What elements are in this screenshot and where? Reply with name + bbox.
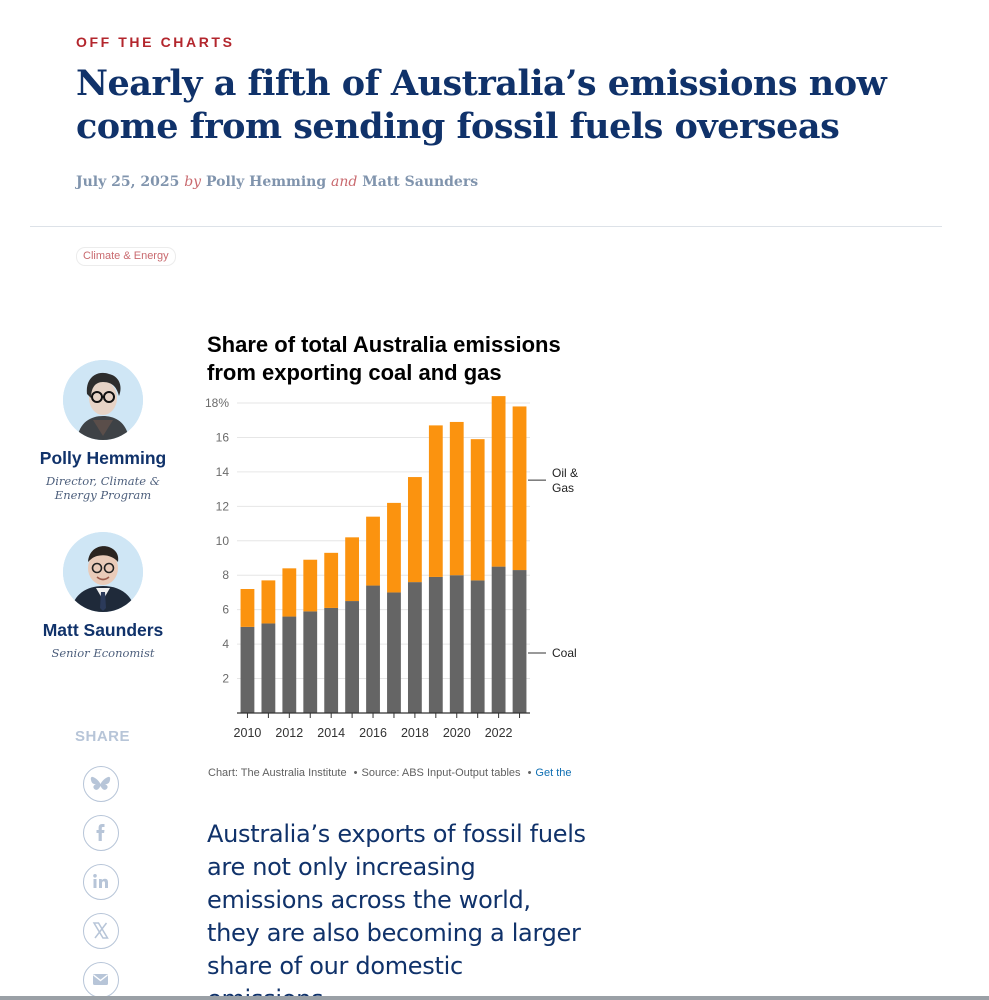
header-divider [30, 226, 942, 227]
series-label: Gas [552, 481, 574, 495]
bar-coal [261, 623, 276, 713]
chart-source-separator: • [353, 767, 358, 779]
bar-oil-gas [491, 396, 506, 567]
x-tick-label: 2014 [317, 726, 345, 740]
x-tick-label: 2020 [443, 726, 471, 740]
person-portrait-icon [63, 360, 143, 440]
viewport-bottom-edge [0, 996, 989, 1000]
bar-coal [282, 616, 297, 713]
chart-source-separator: • [527, 767, 532, 779]
bar-oil-gas [470, 439, 485, 581]
y-tick-label: 16 [216, 430, 230, 444]
x-tick-label: 2010 [234, 726, 262, 740]
bar-coal [512, 570, 527, 713]
byline-author-link[interactable]: Matt Saunders [362, 174, 479, 190]
chart-axes [237, 712, 530, 718]
bar-oil-gas [366, 516, 380, 586]
byline-by: by [184, 174, 202, 190]
author-card[interactable]: Matt Saunders Senior Economist [24, 532, 182, 660]
bar-oil-gas [449, 421, 464, 576]
y-tick-label: 10 [216, 534, 230, 548]
bar-oil-gas [407, 477, 422, 583]
bar-oil-gas [324, 552, 339, 608]
kicker-label: OFF THE CHARTS [76, 34, 235, 50]
get-the-data-link[interactable]: Get the [535, 767, 572, 779]
person-portrait-icon [63, 532, 143, 612]
y-tick-label: 6 [222, 603, 229, 617]
x-tick-label: 2022 [485, 726, 513, 740]
stacked-bar-chart: 2 4 6 8 10 12 14 16 18% 2010 2012 2014 2016 2018 2020 2… [205, 396, 578, 740]
article-headline: Nearly a fifth of Australia’s emissions … [76, 63, 887, 147]
article-paragraph: Australia’s exports of fossil fuels are … [207, 820, 586, 1000]
bar-coal [303, 611, 318, 713]
bar-oil-gas [345, 537, 360, 602]
author-card[interactable]: Polly Hemming Director, Climate & Energy… [24, 360, 182, 502]
author-name[interactable]: Polly Hemming [39, 448, 167, 468]
bar-oil-gas [240, 589, 255, 627]
linkedin-icon [93, 874, 108, 888]
y-tick-label: 18% [205, 396, 229, 410]
bar-coal [428, 576, 443, 713]
author-role: Senior Economist [51, 646, 155, 660]
bar-oil-gas [387, 502, 401, 593]
bar-oil-gas [303, 559, 318, 612]
linkedin-share-button[interactable] [83, 864, 119, 900]
facebook-share-button[interactable] [83, 815, 119, 851]
byline: July 25, 2025 by Polly Hemming and Matt … [76, 174, 478, 190]
chart-gridlines [237, 402, 530, 680]
facebook-icon [96, 824, 105, 841]
y-tick-label: 8 [222, 568, 229, 582]
x-icon [92, 922, 109, 939]
chart-labels: 2 4 6 8 10 12 14 16 18% 2010 2012 2014 2016 2018 2020 2… [205, 396, 578, 740]
bar-coal [240, 626, 255, 713]
bar-oil-gas [261, 580, 276, 624]
series-label: Oil & [552, 466, 578, 480]
chart-title: Share of total Australia emissions from … [207, 332, 561, 385]
y-tick-label: 14 [216, 465, 230, 479]
byline-and: and [331, 174, 358, 190]
chart-credit: Chart: The Australia Institute [208, 767, 347, 779]
chart-source-text: Source: ABS Input-Output tables [361, 767, 521, 779]
bar-oil-gas [512, 406, 527, 571]
email-icon [93, 974, 108, 985]
series-label: Coal [552, 646, 577, 660]
y-tick-label: 12 [216, 499, 230, 513]
y-tick-label: 4 [222, 637, 229, 651]
x-tick-label: 2018 [401, 726, 429, 740]
share-label: SHARE [75, 728, 131, 745]
x-tick-label: 2016 [359, 726, 387, 740]
byline-author-link[interactable]: Polly Hemming [205, 174, 327, 190]
bar-coal [449, 575, 464, 713]
publish-date: July 25, 2025 [76, 174, 180, 190]
bar-oil-gas [428, 425, 443, 577]
author-name[interactable]: Matt Saunders [42, 620, 164, 640]
bar-coal [470, 580, 485, 713]
bar-coal [491, 566, 506, 713]
author-avatar[interactable] [63, 360, 143, 440]
bluesky-share-button[interactable] [83, 766, 119, 802]
author-avatar[interactable] [63, 532, 143, 612]
bar-coal [324, 607, 339, 713]
x-tick-label: 2012 [275, 726, 303, 740]
bar-coal [345, 601, 360, 713]
email-share-button[interactable] [83, 962, 119, 998]
chart-bars [240, 396, 527, 713]
chart-source-line: Chart: The Australia Institute • Source: … [208, 767, 572, 779]
bar-oil-gas [282, 568, 297, 617]
bar-coal [366, 585, 380, 713]
bluesky-icon [90, 776, 111, 790]
y-tick-label: 2 [222, 672, 229, 686]
bar-coal [407, 582, 422, 713]
category-tag[interactable]: Climate & Energy [76, 247, 176, 266]
author-role: Director, Climate & Energy Program [46, 474, 160, 502]
x-share-button[interactable] [83, 913, 119, 949]
bar-coal [387, 592, 401, 713]
